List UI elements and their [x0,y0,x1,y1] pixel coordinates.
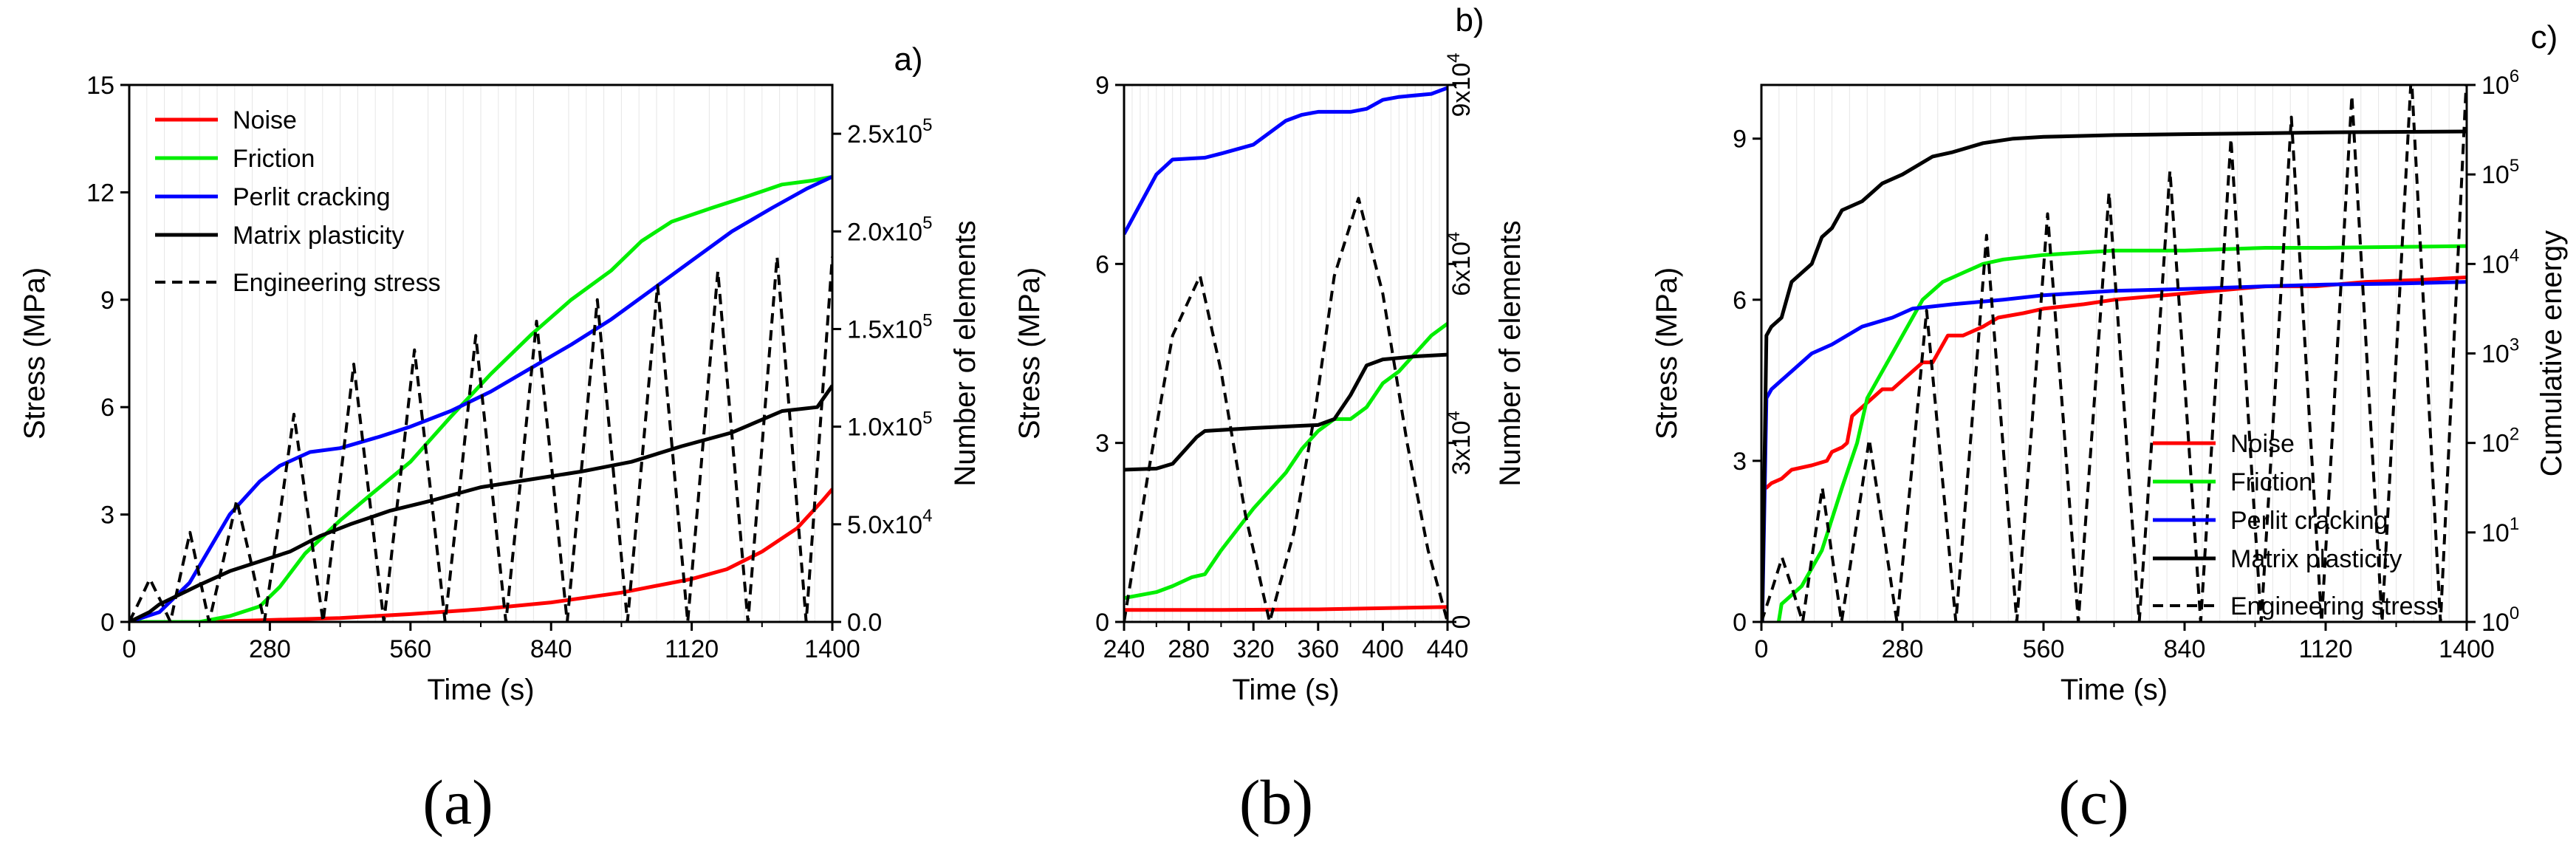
chart-panel-b: 240 280 320 360 400 440 0 3 6 9 0 3x104 6x104 9x104 Ti… [1013,2,1527,706]
series-perlit-cracking [129,175,832,622]
series-engineering-stress [1761,85,2467,622]
legend-label-friction: Friction [233,145,315,173]
y-tick-label: 6 [1733,287,1747,315]
legend-label-friction: Friction [2230,468,2312,496]
x-tick-label: 560 [2023,635,2065,663]
y2-tick-label: 2.0x105 [847,213,932,246]
x-tick-label: 240 [1103,635,1145,663]
chart-panel-a: 0 280 560 840 1120 1400 0 3 6 9 12 15 0.0 5.0x104 1.0x… [18,41,982,706]
series-perlit-cracking [1761,280,2467,622]
y-tick-label: 3 [1733,448,1747,476]
y2-tick-label: 100 [2481,603,2519,637]
x-tick-label: 280 [1168,635,1210,663]
legend-label-perlit-cracking: Perlit cracking [233,183,391,211]
x-tick-label: 440 [1427,635,1469,663]
y-tick-label: 0 [100,609,114,637]
x-axis-label: Time (s) [1232,674,1339,706]
series-engineering-stress [129,255,832,622]
series-matrix-plasticity [1761,129,2467,622]
series-matrix-plasticity [129,384,832,622]
y-tick-label: 3 [1095,430,1109,458]
panel-label: c) [2531,19,2558,55]
y2-axis-label: Number of elements [949,220,982,486]
y-tick-label: 0 [1733,609,1747,637]
caption-c: (c) [2058,767,2128,838]
x-tick-label: 0 [123,635,137,663]
x-tick-label: 280 [1882,635,1924,663]
y2-tick-label: 0 [1448,615,1476,629]
legend: Noise Friction Perlit cracking Matrix plast… [155,106,441,297]
legend-label-perlit-cracking: Perlit cracking [2230,507,2388,535]
series-engineering-stress [1124,196,1448,622]
y-tick-label: 15 [86,72,114,100]
y2-tick-label: 2.5x105 [847,115,932,148]
legend: Noise Friction Perlit cracking Matrix plast… [2153,430,2439,620]
panel-label: b) [1455,2,1484,38]
y2-tick-label: 105 [2481,156,2519,189]
x-tick-label: 280 [249,635,291,663]
caption-b: (b) [1239,767,1313,838]
y-tick-label: 3 [100,502,114,530]
x-axis-label: Time (s) [2061,674,2168,706]
y-axis-label: Stress (MPa) [1651,267,1683,439]
x-tick-label: 360 [1297,635,1339,663]
x-tick-label: 1400 [2439,635,2495,663]
x-tick-label: 840 [2164,635,2206,663]
x-tick-label: 320 [1233,635,1275,663]
legend-label-matrix-plasticity: Matrix plasticity [233,222,404,250]
x-tick-label: 560 [389,635,431,663]
x-tick-label: 1400 [804,635,860,663]
y2-tick-label: 101 [2481,514,2519,547]
y-axis-label: Stress (MPa) [1013,267,1046,439]
x-tick-label: 1120 [2298,635,2352,663]
y2-tick-label: 106 [2481,66,2519,100]
series-noise [1124,605,1448,612]
y-tick-label: 12 [86,179,114,207]
panel-label: a) [894,41,922,78]
y2-tick-label: 6x104 [1444,232,1476,296]
y2-axis-label: Cumulative energy [2535,230,2568,477]
y2-tick-label: 104 [2481,245,2519,278]
y2-tick-label: 1.5x105 [847,310,932,343]
y2-tick-label: 3x104 [1444,411,1476,475]
y2-axis-label: Number of elements [1494,220,1527,486]
y2-tick-label: 103 [2481,335,2519,369]
y-axis-label: Stress (MPa) [18,267,51,439]
legend-label-noise: Noise [233,106,297,134]
series-matrix-plasticity [1124,352,1448,472]
legend-label-engineering-stress: Engineering stress [2230,592,2439,620]
y-tick-label: 6 [100,394,114,422]
x-tick-label: 1120 [665,635,719,663]
series-friction [1124,322,1448,601]
y-tick-label: 9 [100,287,114,315]
y2-tick-label: 5.0x104 [847,506,932,539]
x-tick-label: 840 [530,635,572,663]
y2-tick-label: 102 [2481,425,2519,458]
y-tick-label: 0 [1095,609,1109,637]
y2-tick-label: 0.0 [847,609,882,637]
y2-tick-label: 1.0x105 [847,408,932,442]
series-perlit-cracking [1124,86,1448,236]
x-tick-label: 0 [1755,635,1769,663]
x-tick-label: 400 [1362,635,1404,663]
caption-a: (a) [422,767,493,838]
legend-label-noise: Noise [2230,430,2295,458]
y-tick-label: 6 [1095,250,1109,278]
chart-panel-c: 0 280 560 840 1120 1400 0 3 6 9 100 101 102 103 104 105… [1651,19,2568,706]
legend-label-matrix-plasticity: Matrix plasticity [2230,545,2402,573]
y-tick-label: 9 [1095,72,1109,100]
legend-label-engineering-stress: Engineering stress [233,269,441,297]
y-tick-label: 9 [1733,126,1747,154]
y2-tick-label: 9x104 [1444,52,1476,117]
series-noise [129,488,832,622]
x-axis-label: Time (s) [427,674,534,706]
